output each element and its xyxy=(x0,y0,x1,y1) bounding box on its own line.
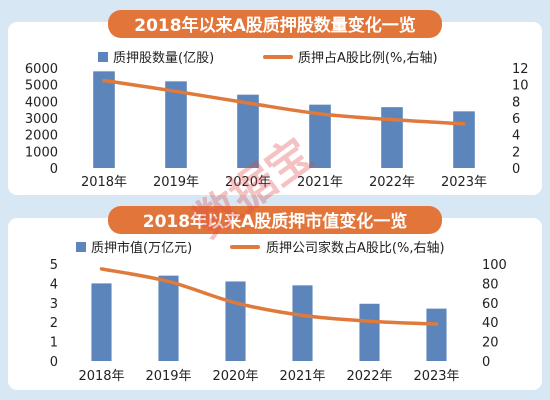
chart-title-banner xyxy=(108,206,442,234)
y-left-tick-label: 3000 xyxy=(25,112,58,127)
y-left-tick-label: 2000 xyxy=(25,129,58,144)
legend-bar-swatch xyxy=(98,52,108,62)
chart-title-banner xyxy=(108,10,442,38)
y-right-tick-label: 20 xyxy=(482,336,499,351)
x-category-label: 2018年 xyxy=(81,175,127,190)
legend-bar-swatch xyxy=(76,242,86,252)
legend-line-label: 质押公司家数占A股比(%,右轴) xyxy=(266,240,445,256)
bar xyxy=(93,71,115,168)
x-category-label: 2018年 xyxy=(78,369,124,384)
y-right-tick-label: 2 xyxy=(512,145,520,160)
x-category-label: 2019年 xyxy=(153,175,199,190)
y-right-tick-label: 12 xyxy=(512,62,529,77)
y-left-tick-label: 3 xyxy=(50,297,58,312)
bar xyxy=(237,94,259,168)
y-left-tick-label: 0 xyxy=(50,162,58,177)
y-left-tick-label: 2 xyxy=(50,316,58,331)
bar xyxy=(381,107,403,168)
series-line xyxy=(99,267,439,326)
chart-title: 2018年以来A股质押股数量变化一览 xyxy=(134,15,415,36)
x-category-label: 2021年 xyxy=(279,369,325,384)
bar xyxy=(426,308,447,361)
y-left-tick-label: 4000 xyxy=(25,95,58,110)
y-right-tick-label: 8 xyxy=(512,95,520,110)
y-left-tick-label: 5 xyxy=(50,258,58,273)
bar xyxy=(225,281,246,361)
y-right-tick-label: 10 xyxy=(512,79,529,94)
bar xyxy=(165,81,187,168)
bar xyxy=(309,104,331,168)
bar xyxy=(292,285,313,361)
bar xyxy=(359,303,380,361)
chart-panel xyxy=(8,218,542,390)
x-category-label: 2022年 xyxy=(369,175,415,190)
x-category-label: 2022年 xyxy=(346,369,392,384)
y-right-tick-label: 0 xyxy=(482,355,490,370)
y-left-tick-label: 4 xyxy=(50,277,58,292)
y-right-tick-label: 4 xyxy=(512,129,520,144)
legend-line-label: 质押占A股比例(%,右轴) xyxy=(298,51,438,66)
x-category-label: 2021年 xyxy=(297,175,343,190)
x-category-label: 2023年 xyxy=(413,369,459,384)
x-category-label: 2019年 xyxy=(145,369,191,384)
y-right-tick-label: 80 xyxy=(482,277,499,292)
y-right-tick-label: 6 xyxy=(512,112,520,127)
y-right-tick-label: 0 xyxy=(512,162,520,177)
series-line xyxy=(102,78,466,126)
y-right-tick-label: 60 xyxy=(482,297,499,312)
y-left-tick-label: 1 xyxy=(50,336,58,351)
bar xyxy=(91,283,112,361)
y-left-tick-label: 1000 xyxy=(25,145,58,160)
y-left-tick-label: 0 xyxy=(50,355,58,370)
y-right-tick-label: 40 xyxy=(482,316,499,331)
y-left-tick-label: 5000 xyxy=(25,79,58,94)
x-category-label: 2020年 xyxy=(212,369,258,384)
y-right-tick-label: 100 xyxy=(482,258,507,273)
chart-title: 2018年以来A股质押市值变化一览 xyxy=(143,211,407,232)
legend-bar-label: 质押市值(万亿元) xyxy=(91,240,192,256)
x-category-label: 2020年 xyxy=(225,175,271,190)
bar xyxy=(158,275,179,361)
bar xyxy=(453,111,475,168)
x-category-label: 2023年 xyxy=(441,175,487,190)
legend-bar-label: 质押股数量(亿股) xyxy=(113,51,214,66)
y-left-tick-label: 6000 xyxy=(25,62,58,77)
